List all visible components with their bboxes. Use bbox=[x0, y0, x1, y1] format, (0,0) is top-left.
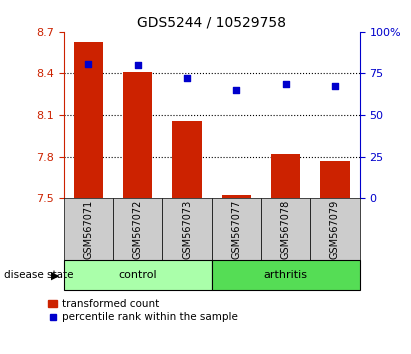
Text: control: control bbox=[118, 270, 157, 280]
Bar bbox=[64, 260, 212, 290]
Point bbox=[332, 83, 338, 89]
Bar bbox=[64, 198, 113, 260]
Point bbox=[85, 62, 92, 67]
Bar bbox=[172, 121, 202, 198]
Text: GSM567077: GSM567077 bbox=[231, 200, 241, 259]
Text: GSM567073: GSM567073 bbox=[182, 200, 192, 259]
Bar bbox=[261, 198, 310, 260]
Point bbox=[233, 87, 240, 93]
Bar bbox=[212, 260, 360, 290]
Point bbox=[282, 81, 289, 87]
Title: GDS5244 / 10529758: GDS5244 / 10529758 bbox=[137, 15, 286, 29]
Bar bbox=[222, 195, 251, 198]
Bar bbox=[310, 198, 360, 260]
Point bbox=[184, 75, 190, 80]
Bar bbox=[212, 198, 261, 260]
Bar bbox=[74, 41, 103, 198]
Point bbox=[134, 62, 141, 68]
Text: disease state: disease state bbox=[4, 270, 74, 280]
Text: GSM567078: GSM567078 bbox=[281, 200, 291, 259]
Bar bbox=[271, 154, 300, 198]
Bar bbox=[123, 72, 152, 198]
Text: ▶: ▶ bbox=[51, 270, 60, 280]
Text: arthritis: arthritis bbox=[263, 270, 308, 280]
Legend: transformed count, percentile rank within the sample: transformed count, percentile rank withi… bbox=[48, 299, 238, 322]
Bar bbox=[113, 198, 162, 260]
Text: GSM567072: GSM567072 bbox=[133, 200, 143, 259]
Text: GSM567071: GSM567071 bbox=[83, 200, 93, 259]
Bar bbox=[162, 198, 212, 260]
Text: GSM567079: GSM567079 bbox=[330, 200, 340, 259]
Bar bbox=[320, 161, 350, 198]
